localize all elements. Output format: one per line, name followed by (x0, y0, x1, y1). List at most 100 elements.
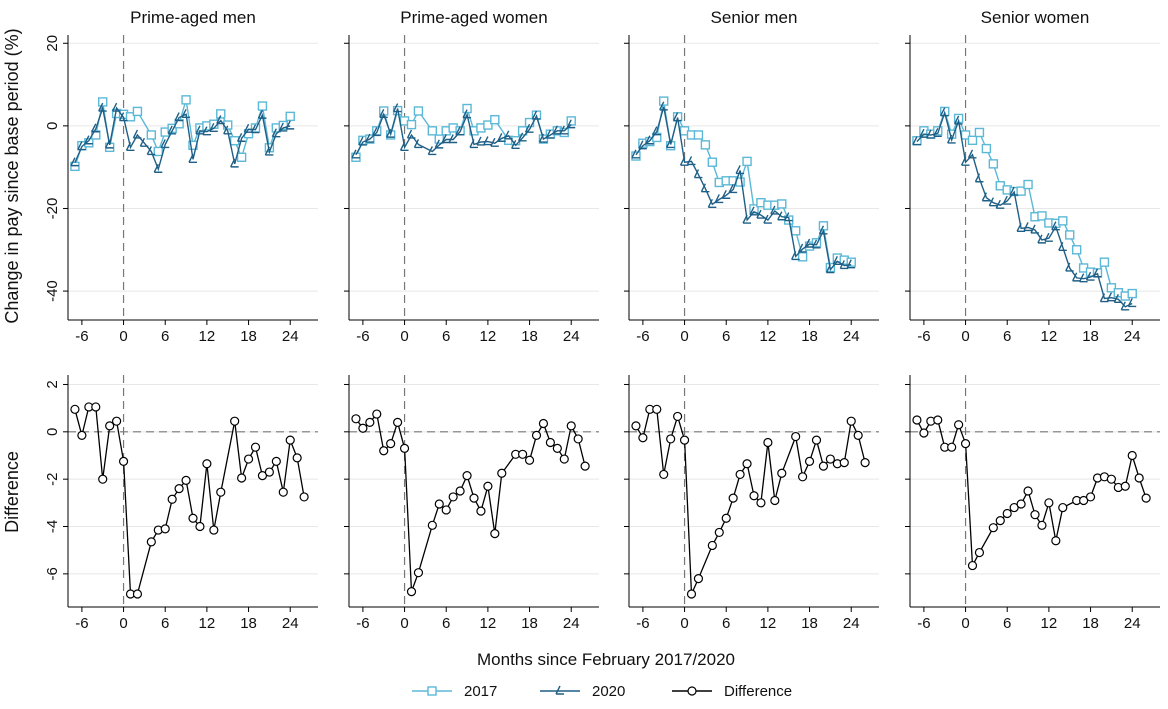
data-point (777, 468, 787, 478)
data-point (1058, 216, 1068, 226)
data-point (686, 589, 697, 599)
series-2020 (631, 101, 856, 274)
data-point (967, 149, 977, 159)
data-point (386, 128, 395, 138)
data-point (455, 126, 465, 136)
x-tick-label: 24 (282, 615, 299, 632)
data-point (652, 404, 662, 414)
data-point (216, 109, 226, 119)
series-line (916, 110, 1133, 308)
data-point (490, 529, 500, 539)
x-tick-label: -6 (75, 328, 88, 345)
x-tick-label: -6 (917, 328, 930, 345)
data-point (1099, 257, 1110, 267)
data-point (511, 139, 520, 149)
data-point (756, 209, 765, 219)
data-point (271, 128, 281, 138)
data-point (791, 431, 801, 442)
data-point (427, 520, 437, 530)
data-point (490, 114, 500, 125)
data-point (933, 126, 943, 136)
data-point (125, 112, 136, 122)
data-point (1044, 498, 1054, 508)
data-point (693, 573, 704, 584)
data-point (91, 402, 101, 412)
data-point (469, 139, 478, 149)
series-difference (70, 402, 309, 599)
data-point (825, 454, 835, 464)
data-point (1016, 222, 1026, 233)
data-point (372, 409, 382, 419)
data-point (707, 540, 717, 551)
x-tick-label: 24 (282, 328, 299, 345)
data-point (1092, 268, 1102, 278)
data-point (524, 455, 535, 465)
data-point (462, 103, 472, 114)
data-point (160, 524, 170, 534)
data-point (790, 226, 801, 236)
data-point (631, 421, 641, 431)
data-point (545, 437, 555, 448)
panel-title: Senior men (711, 8, 798, 27)
x-tick-label: 0 (400, 615, 408, 632)
y-tick-label: -20 (44, 198, 61, 220)
data-point (1127, 288, 1137, 299)
data-point (84, 135, 93, 145)
data-point (448, 134, 458, 144)
data-point (1051, 221, 1060, 231)
data-point (181, 108, 191, 119)
data-point (490, 137, 499, 147)
data-point (146, 146, 156, 156)
x-axis-label: Months since February 2017/2020 (477, 650, 735, 669)
data-point (111, 102, 121, 112)
data-point (846, 259, 856, 269)
y-tick-label: -6 (44, 567, 61, 580)
data-point (406, 587, 417, 597)
y-axis-label-bottom: Difference (2, 451, 22, 533)
data-point (139, 137, 149, 147)
data-point (988, 197, 998, 207)
data-point (497, 468, 507, 478)
data-point (174, 112, 184, 122)
x-tick-label: 12 (1041, 615, 1058, 632)
data-point (1058, 241, 1067, 252)
data-point (559, 454, 569, 464)
data-point (434, 499, 444, 509)
data-point (679, 156, 689, 166)
data-point (1009, 186, 1019, 196)
series-2017 (631, 96, 856, 273)
series-line (74, 406, 305, 595)
data-point (1106, 292, 1116, 302)
data-point (351, 414, 361, 424)
data-point (728, 493, 738, 503)
data-point (686, 156, 696, 166)
y-tick-label: -4 (44, 520, 61, 533)
data-point (531, 430, 542, 440)
data-point (167, 494, 177, 504)
data-point (818, 225, 828, 235)
x-tick-label: 18 (801, 615, 818, 632)
data-point (250, 442, 261, 452)
x-tick-label: 0 (119, 328, 127, 345)
x-tick-label: 18 (1082, 615, 1099, 632)
data-point (386, 439, 396, 449)
data-point (645, 135, 654, 145)
data-point (967, 560, 978, 571)
data-point (1030, 510, 1040, 520)
data-point (1085, 492, 1096, 502)
y-tick-label: 0 (44, 122, 61, 130)
data-point (659, 96, 669, 106)
data-point (278, 122, 288, 132)
data-point (285, 120, 295, 130)
series-2020 (351, 103, 576, 159)
x-tick-label: -6 (636, 328, 649, 345)
data-point (476, 506, 486, 516)
data-point (77, 141, 86, 151)
data-point (1002, 195, 1012, 205)
data-point (105, 421, 115, 431)
data-point (981, 192, 991, 202)
x-tick-label: 18 (521, 615, 538, 632)
data-point (392, 103, 402, 113)
x-tick-label: 0 (400, 328, 408, 345)
